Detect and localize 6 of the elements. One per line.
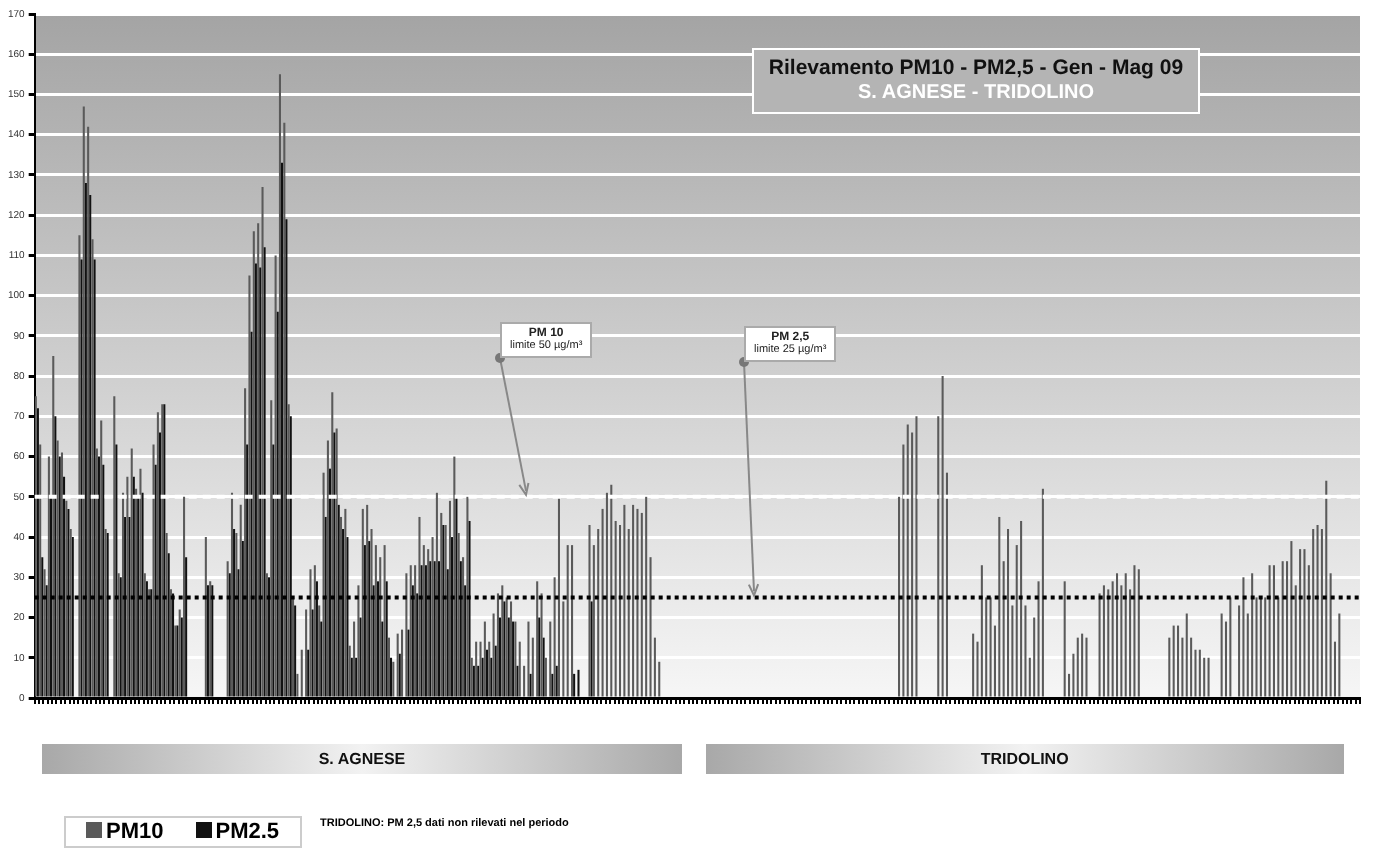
legend-label: PM2.5 <box>213 820 280 844</box>
text: TRIDOLINO <box>705 744 1344 774</box>
text: S. AGNESE - TRIDOLINO <box>856 82 1096 104</box>
text: Rilevamento PM10 - PM2,5 - Gen - Mag 09 <box>766 56 1186 80</box>
legend-label: PM10 <box>104 820 164 844</box>
text: S. AGNESE <box>42 744 682 774</box>
